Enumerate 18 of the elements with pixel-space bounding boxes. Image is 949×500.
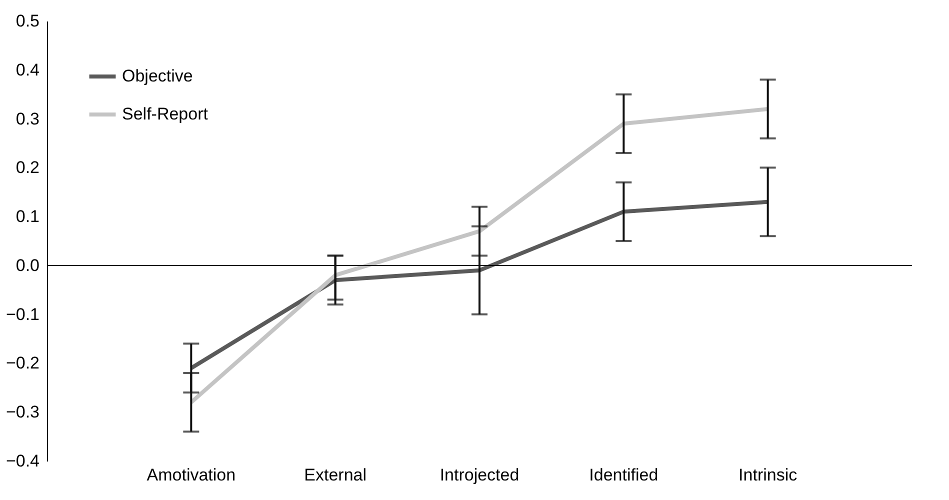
y-tick-label: −0.3 xyxy=(6,402,40,422)
y-tick-label: −0.2 xyxy=(6,354,40,373)
y-tick-label: 0.1 xyxy=(16,207,40,226)
legend-label: Objective xyxy=(122,66,193,86)
x-tick-label: Intrinsic xyxy=(738,466,798,484)
y-tick-label: 0.5 xyxy=(16,12,40,30)
y-tick-label: 0.2 xyxy=(16,158,40,178)
y-tick-label: −0.1 xyxy=(6,304,40,324)
x-tick-label: External xyxy=(304,466,367,484)
y-tick-label: −0.4 xyxy=(6,452,40,470)
y-tick-label: 0.3 xyxy=(16,109,40,128)
line-series xyxy=(189,200,770,370)
x-tick-label: Amotivation xyxy=(146,466,236,484)
legend-label: Self-Report xyxy=(122,104,208,124)
x-tick-label: Identified xyxy=(589,466,658,484)
x-tick-label: Introjected xyxy=(440,466,520,484)
y-tick-label: 0.0 xyxy=(16,256,40,275)
y-tick-label: 0.4 xyxy=(16,60,40,80)
